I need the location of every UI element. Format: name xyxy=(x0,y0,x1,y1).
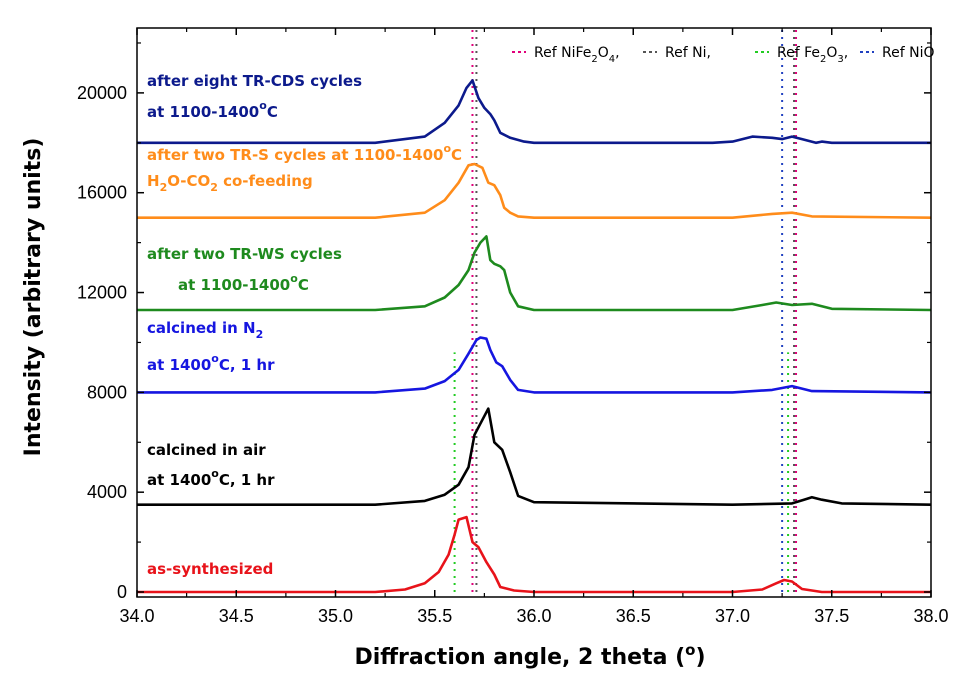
x-tick-label: 35.0 xyxy=(318,606,353,626)
series-line-4 xyxy=(137,162,932,219)
x-tick-label: 34.5 xyxy=(219,606,254,626)
x-tick-label: 34.0 xyxy=(119,606,154,626)
x-axis-title: Diffraction angle, 2 theta (o) xyxy=(354,641,705,670)
x-tick-label: 36.0 xyxy=(516,606,551,626)
annotation-a3-line-0: after two TR-WS cycles xyxy=(147,245,342,263)
y-tick-label: 4000 xyxy=(87,482,127,502)
annotation-a2-line-1: H2O-CO2 co-feeding xyxy=(147,172,313,194)
annotation-a2-line-0: after two TR-S cycles at 1100-1400oC xyxy=(147,142,462,164)
annotation-a1-line-0: after eight TR-CDS cycles xyxy=(147,72,362,90)
x-tick-label: 37.0 xyxy=(715,606,750,626)
y-axis-title: Intensity (arbitrary units) xyxy=(21,138,46,457)
series-line-0 xyxy=(137,515,931,594)
y-tick-label: 8000 xyxy=(87,382,127,402)
legend-label-3: Ref NiO xyxy=(882,45,934,61)
x-tick-label: 36.5 xyxy=(616,606,651,626)
annotation-a6-line-0: as-synthesized xyxy=(147,560,273,578)
annotation-a5-line-0: calcined in air xyxy=(147,441,266,459)
x-tick-label: 38.0 xyxy=(913,606,948,626)
annotation-a4-line-0: calcined in N2 xyxy=(147,319,263,341)
series-layer xyxy=(137,79,932,594)
legend-label-1: Ref Ni, xyxy=(665,45,711,61)
y-tick-label: 16000 xyxy=(77,183,127,203)
legend-label-2: Ref Fe2O3, xyxy=(777,45,848,65)
y-tick-label: 20000 xyxy=(77,83,127,103)
annotation-a4-line-1: at 1400oC, 1 hr xyxy=(147,352,275,374)
annotation-a1-line-1: at 1100-1400oC xyxy=(147,99,278,121)
legend: Ref NiFe2O4, Ref Ni, Ref Fe2O3, Ref NiO xyxy=(512,45,934,65)
axes: 34.0 34.5 35.0 35.5 36.0 36.5 37.0 37.5 38.0 0 400… xyxy=(77,27,949,626)
annotation-a5-line-1: at 1400oC, 1 hr xyxy=(147,467,275,489)
series-line-5 xyxy=(137,79,931,145)
reference-lines xyxy=(453,28,798,593)
series-line-2 xyxy=(137,336,932,394)
y-tick-label: 12000 xyxy=(77,283,127,303)
annotation-a3-line-1: at 1100-1400oC xyxy=(178,272,309,294)
series-line-3 xyxy=(137,235,932,312)
x-tick-label: 35.5 xyxy=(417,606,452,626)
series-line-1 xyxy=(137,407,932,506)
x-tick-label: 37.5 xyxy=(814,606,849,626)
y-tick-label: 0 xyxy=(117,582,127,602)
annotations: after eight TR-CDS cycles at 1100-1400oC a… xyxy=(147,72,462,578)
legend-label-0: Ref NiFe2O4, xyxy=(534,45,620,65)
